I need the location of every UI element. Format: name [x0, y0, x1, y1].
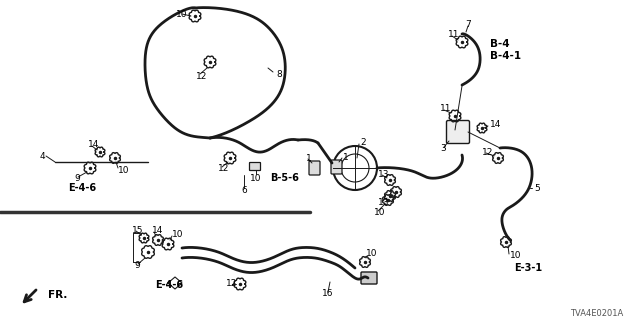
- FancyBboxPatch shape: [250, 163, 260, 171]
- Text: 10: 10: [510, 252, 522, 260]
- Text: 1: 1: [343, 153, 349, 162]
- Text: 9: 9: [74, 173, 80, 182]
- Text: 10: 10: [118, 165, 129, 174]
- Text: B-4-1: B-4-1: [490, 51, 521, 61]
- Text: 14: 14: [88, 140, 99, 148]
- Text: 14: 14: [152, 226, 163, 235]
- Text: 3: 3: [440, 143, 445, 153]
- FancyBboxPatch shape: [331, 160, 342, 174]
- Text: 16: 16: [323, 290, 333, 299]
- FancyBboxPatch shape: [447, 121, 470, 143]
- Text: 10: 10: [250, 173, 262, 182]
- Text: 2: 2: [360, 138, 365, 147]
- Text: E-3-1: E-3-1: [514, 263, 542, 273]
- Text: E-4-6: E-4-6: [155, 280, 183, 290]
- Text: 7: 7: [465, 20, 471, 28]
- Text: 8: 8: [276, 69, 282, 78]
- Text: 4: 4: [40, 151, 45, 161]
- Text: 12: 12: [226, 279, 237, 289]
- Text: 1: 1: [306, 154, 312, 163]
- Text: 12: 12: [196, 71, 207, 81]
- Text: 11: 11: [448, 29, 460, 38]
- Text: B-5-6: B-5-6: [270, 173, 299, 183]
- Text: 12: 12: [482, 148, 493, 156]
- Text: 13: 13: [378, 170, 390, 179]
- FancyBboxPatch shape: [361, 272, 377, 284]
- Text: E-4-6: E-4-6: [68, 183, 96, 193]
- Text: 10: 10: [176, 10, 188, 19]
- Text: 10: 10: [172, 229, 184, 238]
- Text: 6: 6: [241, 186, 247, 195]
- Text: 13: 13: [378, 197, 390, 206]
- Text: 12: 12: [218, 164, 229, 172]
- Text: 10: 10: [366, 250, 378, 259]
- Text: B-4: B-4: [490, 39, 509, 49]
- Text: TVA4E0201A: TVA4E0201A: [570, 309, 623, 318]
- Text: 5: 5: [534, 183, 540, 193]
- Text: FR.: FR.: [48, 290, 67, 300]
- Text: 15: 15: [132, 226, 143, 235]
- FancyBboxPatch shape: [309, 161, 320, 175]
- Text: 9: 9: [134, 260, 140, 269]
- Text: 14: 14: [490, 119, 501, 129]
- Text: 10: 10: [374, 207, 385, 217]
- Text: 11: 11: [440, 103, 451, 113]
